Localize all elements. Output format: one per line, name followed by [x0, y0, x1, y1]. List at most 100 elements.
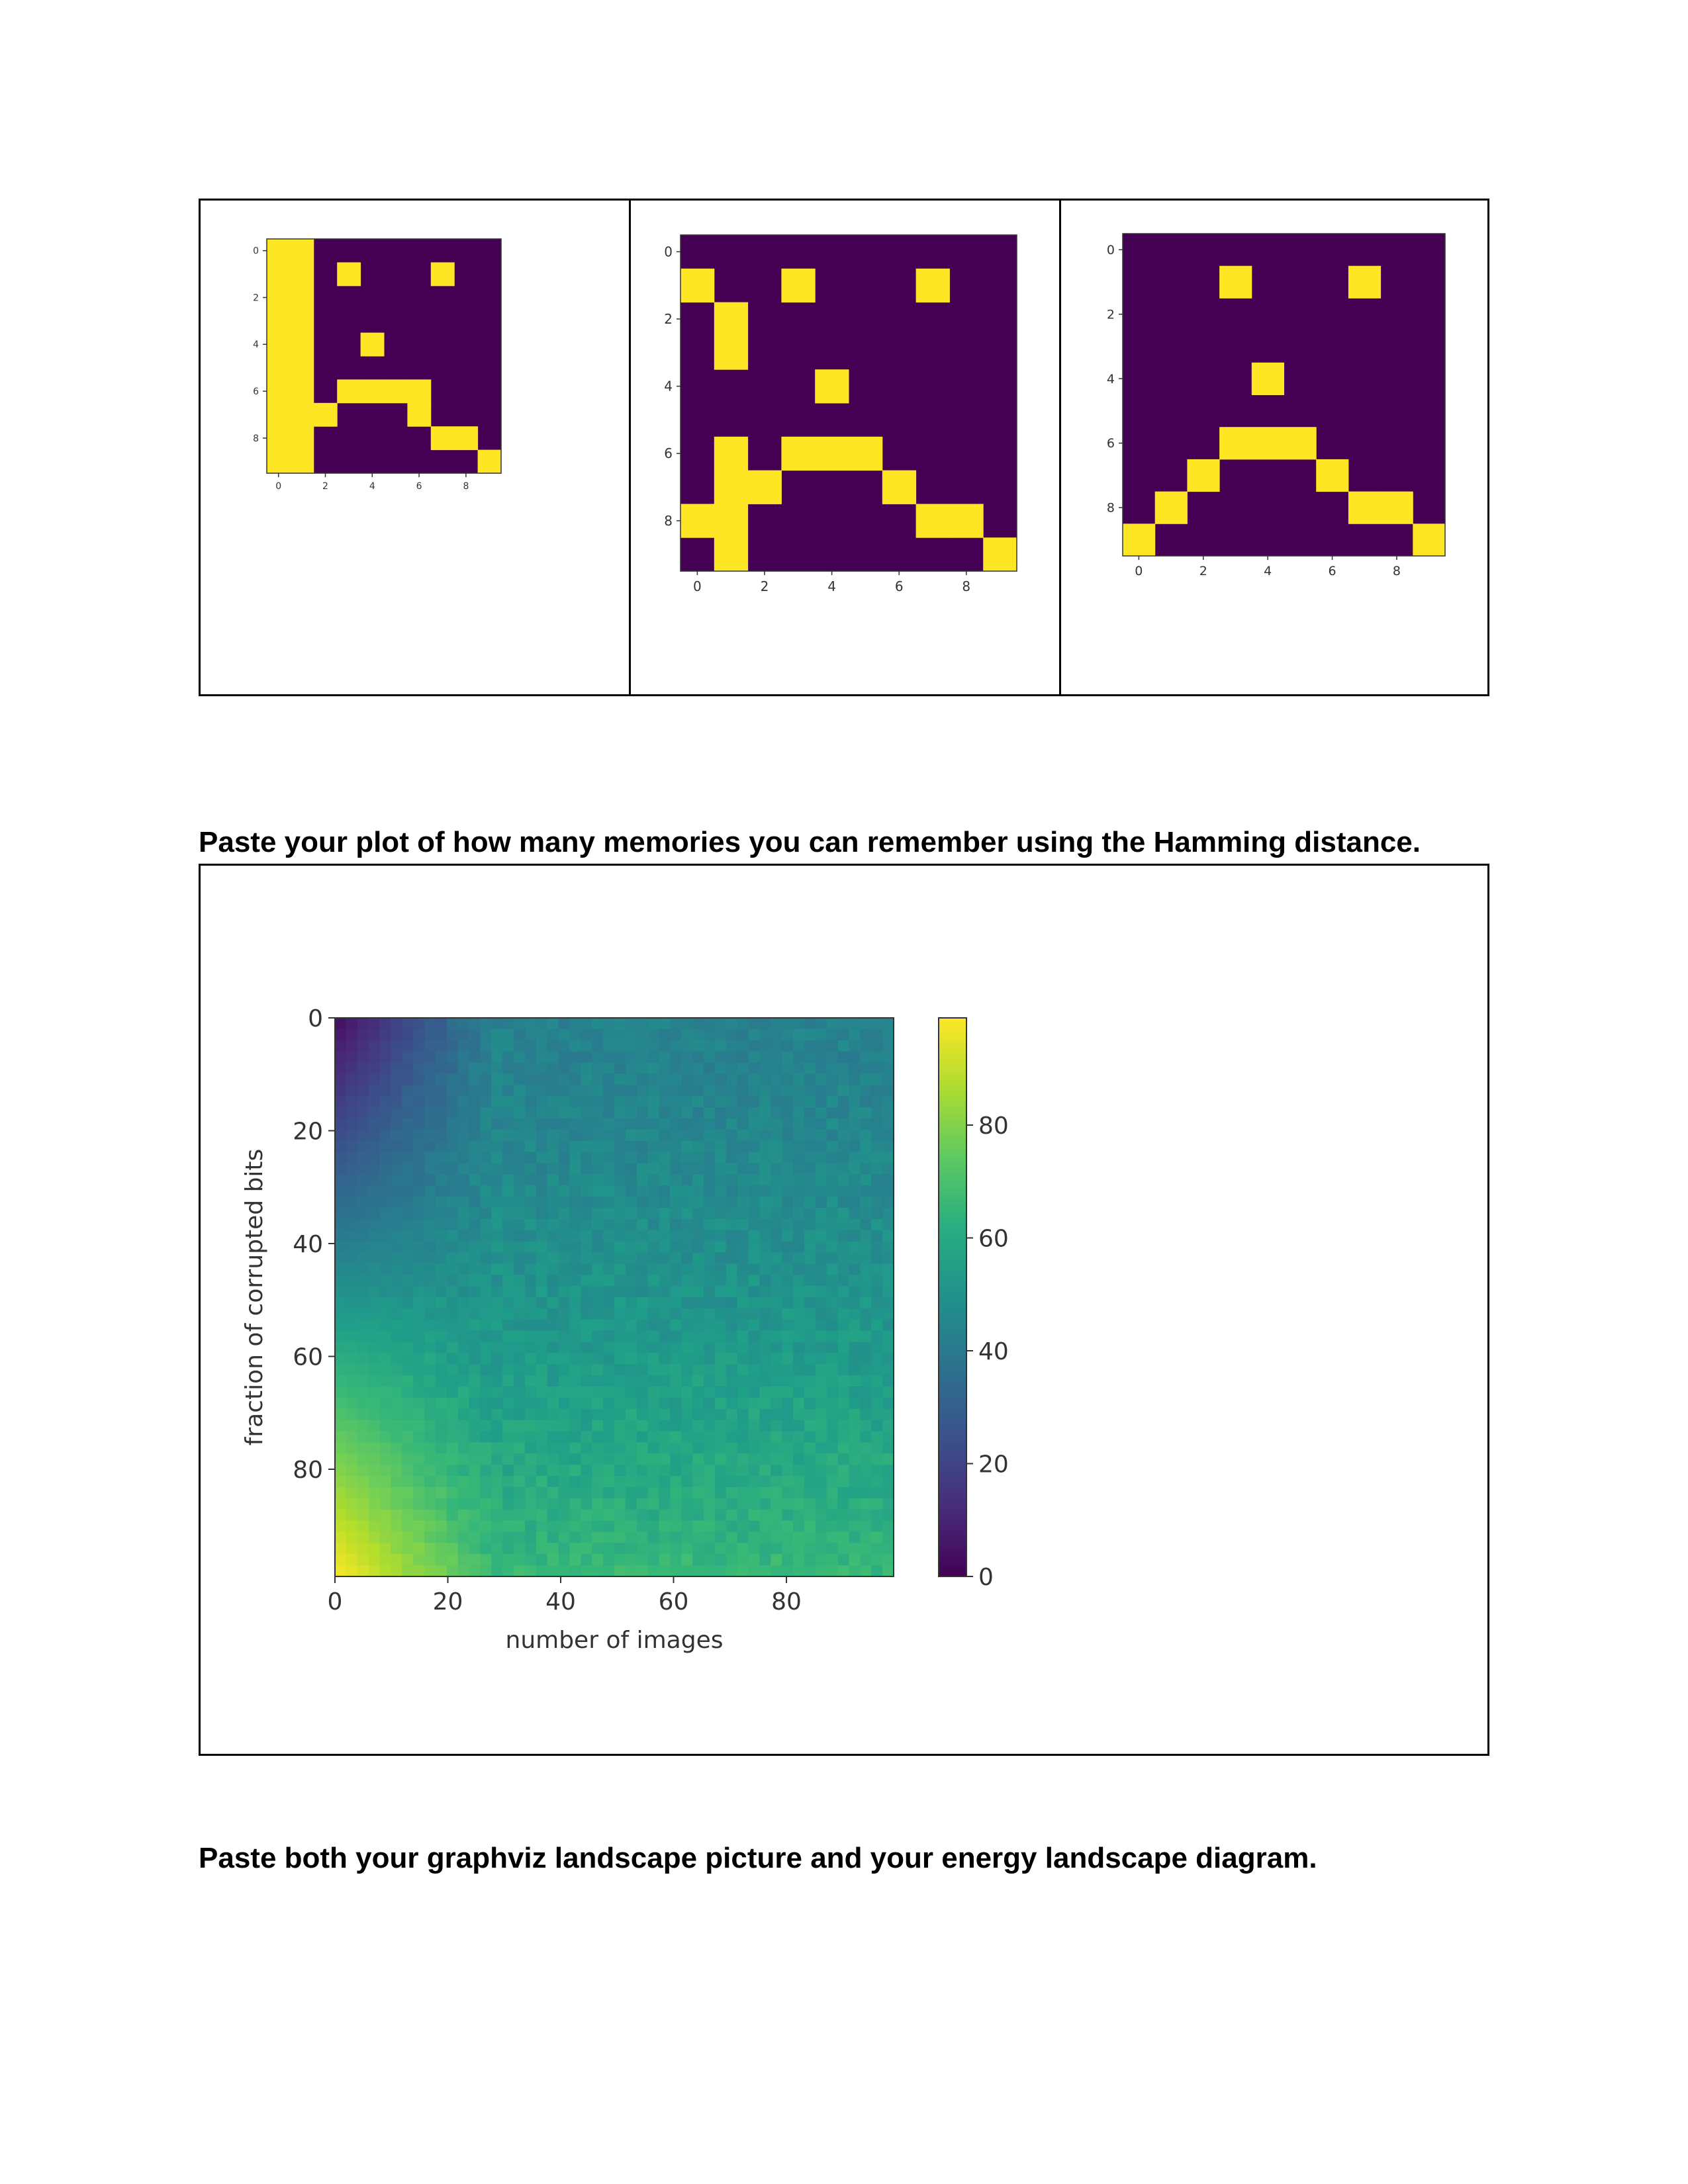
heatmap-cell — [547, 1028, 559, 1041]
heatmap-cell — [793, 1554, 805, 1566]
heatmap-cell — [457, 1085, 470, 1097]
heatmap-cell — [536, 1476, 548, 1488]
heatmap-cell — [435, 1152, 447, 1164]
heatmap-cell — [793, 1152, 805, 1164]
heatmap-cell — [860, 1096, 872, 1108]
heatmap-cell — [826, 1051, 839, 1064]
heatmap-cell — [692, 1453, 704, 1465]
heatmap-cell — [524, 1397, 537, 1410]
heatmap-cell — [804, 1509, 816, 1522]
heatmap-cell — [480, 1263, 492, 1275]
heatmap-cell — [480, 1129, 492, 1142]
heatmap-cell — [860, 1152, 872, 1164]
heatmap-cell — [625, 1028, 637, 1041]
heatmap-cell — [592, 1319, 604, 1332]
heatmap-cell — [737, 1028, 749, 1041]
heatmap-cell — [335, 1387, 347, 1398]
heatmap-cell — [514, 1509, 526, 1522]
heatmap-cell — [692, 1498, 704, 1510]
heatmap-cell — [391, 1051, 402, 1064]
heatmap-cell — [357, 1520, 369, 1533]
heatmap-cell — [581, 1163, 592, 1175]
heatmap-cell — [625, 1453, 637, 1465]
heatmap-cell — [636, 1543, 649, 1555]
heatmap-cell — [882, 1129, 894, 1142]
heatmap-cell — [681, 1051, 693, 1064]
heatmap-cell — [849, 1207, 861, 1220]
heatmap-cell — [614, 1342, 626, 1353]
heatmap-cell — [681, 1342, 693, 1353]
heatmap-cell — [524, 1286, 537, 1298]
heatmap-cell — [837, 1364, 850, 1376]
heatmap-cell — [771, 1531, 782, 1543]
heatmap-cell — [737, 1397, 749, 1410]
heatmap-cell — [793, 1286, 805, 1298]
heatmap-cell — [469, 1375, 481, 1387]
heatmap-cell — [871, 1397, 883, 1410]
heatmap-cell — [558, 1230, 571, 1242]
heatmap-cell — [692, 1263, 704, 1275]
heatmap-cell — [726, 1554, 738, 1566]
heatmap-cell — [435, 1085, 447, 1097]
heatmap-cell — [569, 1543, 581, 1555]
heatmap-cell — [815, 1498, 827, 1510]
heatmap-cell — [737, 1442, 749, 1454]
heatmap-cell — [480, 1118, 492, 1130]
face-cell — [477, 449, 502, 474]
heatmap-cell — [815, 1252, 827, 1264]
heatmap-cell — [793, 1263, 805, 1275]
heatmap-cell — [592, 1442, 604, 1454]
heatmap-cell — [804, 1096, 816, 1108]
heatmap-cell — [379, 1509, 391, 1522]
x-tick-label: 4 — [369, 481, 375, 492]
heatmap-cell — [435, 1140, 447, 1153]
heatmap-cell — [368, 1252, 381, 1264]
heatmap-cell — [782, 1241, 794, 1253]
heatmap-cell — [435, 1197, 447, 1208]
heatmap-cell — [882, 1185, 894, 1197]
heatmap-cell — [704, 1520, 716, 1533]
heatmap-cell — [636, 1375, 649, 1387]
heatmap-cell — [536, 1554, 548, 1566]
x-tick-label: 2 — [761, 578, 769, 594]
heatmap-cell — [413, 1364, 425, 1376]
heatmap-cell — [636, 1241, 649, 1253]
heatmap-cell — [435, 1241, 447, 1253]
heatmap-cell — [524, 1028, 537, 1041]
heatmap-cell — [424, 1308, 436, 1320]
heatmap-cell — [524, 1062, 537, 1074]
heatmap-cell — [502, 1040, 514, 1052]
heatmap-cell — [524, 1431, 537, 1443]
heatmap-cell — [714, 1330, 727, 1343]
heatmap-cell — [726, 1051, 738, 1064]
colorbar — [938, 1017, 967, 1577]
heatmap-cell — [737, 1319, 749, 1332]
heatmap-cell — [524, 1408, 537, 1421]
heatmap-cell — [793, 1085, 805, 1097]
heatmap-cell — [625, 1174, 637, 1186]
heatmap-cell — [793, 1218, 805, 1231]
heatmap-cell — [424, 1073, 436, 1085]
heatmap-cell — [581, 1062, 592, 1074]
heatmap-cell — [446, 1230, 459, 1242]
heatmap-cell — [457, 1174, 470, 1186]
heatmap-cell — [402, 1353, 414, 1365]
heatmap-cell — [402, 1476, 414, 1488]
heatmap-cell — [469, 1241, 481, 1253]
x-tick-label: 4 — [827, 578, 836, 594]
heatmap-cell — [782, 1543, 794, 1555]
heatmap-cell — [391, 1465, 402, 1477]
heatmap-cell — [714, 1096, 727, 1108]
heatmap-cell — [804, 1230, 816, 1242]
heatmap-cell — [558, 1420, 571, 1432]
heatmap-cell — [558, 1018, 571, 1030]
heatmap-cell — [536, 1308, 548, 1320]
heatmap-cell — [692, 1051, 704, 1064]
heatmap-cell — [368, 1197, 381, 1208]
heatmap-cell — [592, 1286, 604, 1298]
heatmap-cell — [625, 1241, 637, 1253]
heatmap-cell — [871, 1297, 883, 1309]
heatmap-cell — [670, 1565, 682, 1577]
heatmap-cell — [569, 1051, 581, 1064]
x-tick-label: 2 — [1199, 564, 1207, 578]
